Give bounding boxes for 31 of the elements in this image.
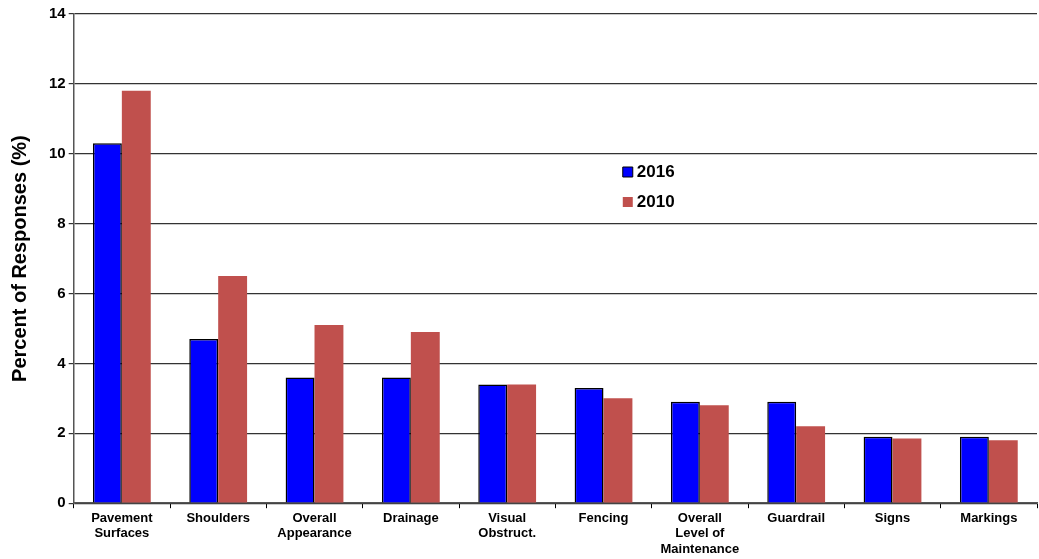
x-tick-label: Shoulders: [186, 509, 250, 525]
x-tick-label: Overall Level of Maintenance: [660, 509, 740, 556]
legend-label: 2016: [636, 161, 675, 181]
y-axis-title: Percent of Responses (%): [7, 135, 30, 382]
bar: [507, 384, 537, 503]
y-tick-label: 10: [49, 143, 66, 161]
y-tick-label: 6: [57, 283, 66, 301]
y-tick-label: 0: [57, 493, 66, 511]
x-tick-label: Visual Obstruct.: [478, 509, 537, 541]
legend-label: 2010: [636, 191, 675, 211]
bar: [796, 426, 826, 503]
y-tick-label: 8: [57, 213, 66, 231]
x-tick-label: Signs: [874, 509, 911, 525]
x-tick-label: Fencing: [578, 509, 629, 525]
y-tick-label: 12: [49, 74, 66, 92]
bar: [603, 398, 633, 503]
y-tick-label: 14: [49, 4, 67, 22]
x-tick-label: Overall Appearance: [277, 509, 352, 541]
bar: [218, 276, 248, 503]
x-tick-label: Pavement Surfaces: [91, 509, 154, 541]
x-tick-label: Drainage: [383, 509, 439, 525]
bar: [699, 405, 729, 503]
y-tick-label: 2: [57, 423, 66, 441]
bar: [121, 90, 151, 503]
bar: [314, 324, 344, 503]
x-tick-label: Guardrail: [767, 509, 826, 525]
bar: [892, 438, 922, 503]
y-tick-label: 4: [57, 353, 67, 371]
bar: [988, 440, 1018, 503]
x-tick-label: Markings: [960, 509, 1018, 525]
bar: [410, 331, 440, 503]
